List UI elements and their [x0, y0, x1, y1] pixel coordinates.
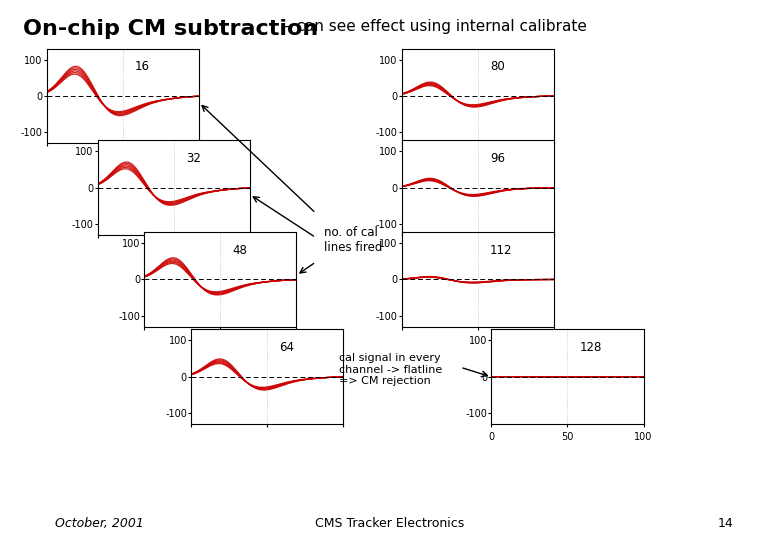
Text: cal signal in every
channel -> flatline
=> CM rejection: cal signal in every channel -> flatline … [339, 353, 442, 387]
Text: 128: 128 [580, 341, 602, 354]
Text: 32: 32 [186, 152, 200, 165]
Text: 112: 112 [490, 244, 512, 256]
Text: 48: 48 [232, 244, 247, 256]
Text: CMS Tracker Electronics: CMS Tracker Electronics [315, 517, 465, 530]
Text: October, 2001: October, 2001 [55, 517, 144, 530]
Text: no. of cal
lines fired: no. of cal lines fired [324, 226, 382, 254]
Text: 80: 80 [490, 60, 505, 73]
Text: 16: 16 [135, 60, 150, 73]
Text: – can see effect using internal calibrate: – can see effect using internal calibrat… [279, 19, 587, 34]
Text: 96: 96 [490, 152, 505, 165]
Text: 64: 64 [279, 341, 294, 354]
Text: 14: 14 [718, 517, 733, 530]
Text: On-chip CM subtraction: On-chip CM subtraction [23, 19, 319, 39]
